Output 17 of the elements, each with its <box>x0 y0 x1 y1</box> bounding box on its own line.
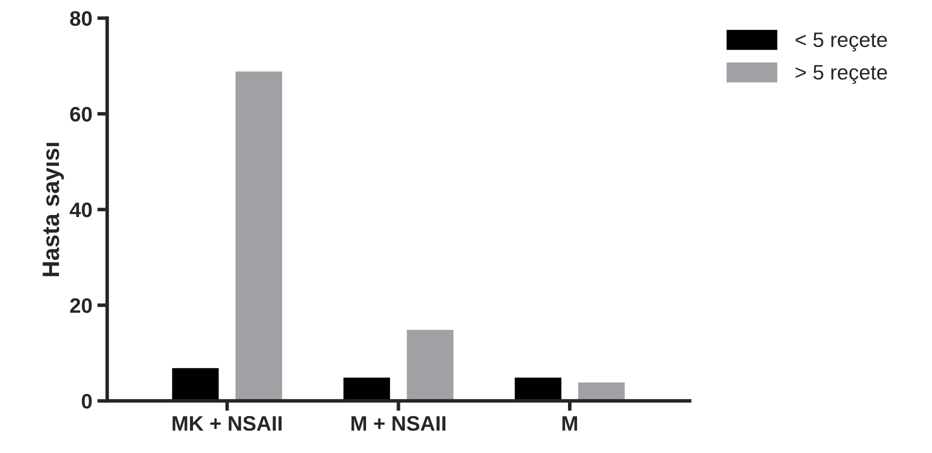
y-tick-label: 0 <box>82 394 92 409</box>
x-tick-label: M + NSAII <box>351 416 446 431</box>
legend-label: < 5 reçete <box>796 32 887 52</box>
y-tick-label: 20 <box>70 298 92 313</box>
bar <box>342 376 392 401</box>
bar <box>576 381 626 401</box>
legend-label: > 5 reçete <box>796 65 887 84</box>
y-axis-title: Hasta sayısı <box>42 142 64 276</box>
x-tick-label: M <box>562 416 578 431</box>
bar <box>170 366 220 401</box>
y-tick-label: 60 <box>70 106 92 122</box>
bar <box>405 328 455 401</box>
bar <box>234 70 284 401</box>
y-tick-label: 80 <box>70 11 92 26</box>
x-tick-label: MK + NSAII <box>172 416 282 431</box>
y-tick-label: 40 <box>70 202 92 218</box>
bar <box>513 376 563 401</box>
